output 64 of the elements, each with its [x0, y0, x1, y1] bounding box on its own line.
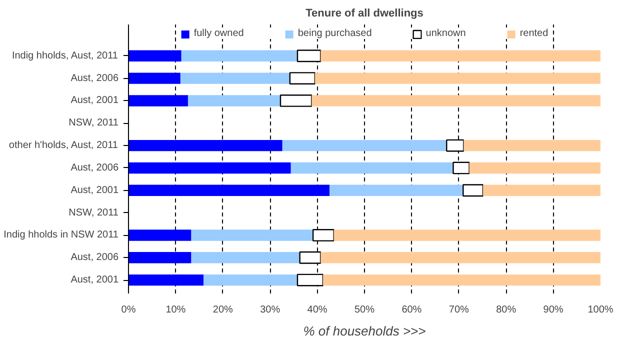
- bar: [452, 162, 470, 174]
- y-tick-label: Aust, 2001: [70, 95, 119, 106]
- y-tick-label: NSW, 2011: [68, 118, 119, 129]
- bar: [128, 72, 180, 84]
- x-tick-label: 90%: [543, 304, 564, 316]
- bar: [296, 50, 322, 62]
- bar: [322, 274, 600, 286]
- y-tick-label: other h'holds, Aust, 2011: [8, 140, 118, 152]
- y-tick-label: Aust, 2006: [70, 252, 119, 264]
- legend-label: rented: [520, 28, 548, 39]
- x-tick-label: 0%: [121, 304, 136, 316]
- bar: [320, 252, 600, 264]
- x-tick-label: 60%: [402, 304, 422, 316]
- bar: [128, 230, 192, 241]
- bar: [289, 72, 316, 85]
- x-tick-label: 30%: [260, 304, 280, 316]
- bar: [188, 95, 280, 106]
- bar: [128, 140, 282, 152]
- legend-label: unknown: [426, 28, 466, 39]
- x-axis-title: % of households >>>: [303, 324, 426, 338]
- y-tick-label: NSW, 2011: [68, 207, 119, 218]
- bar: [334, 230, 600, 241]
- bar: [181, 50, 298, 62]
- bar: [330, 184, 464, 196]
- x-tick-label: 70%: [448, 304, 470, 316]
- bar: [314, 72, 600, 84]
- x-tick-label: 80%: [496, 304, 516, 316]
- bar: [299, 251, 322, 264]
- bar: [128, 162, 291, 174]
- bar: [191, 230, 314, 241]
- y-tick-label: Aust, 2006: [70, 72, 119, 84]
- y-tick-label: Indig hholds in NSW 2011: [4, 230, 119, 241]
- x-tick-label: 10%: [166, 304, 186, 316]
- bar: [469, 162, 600, 174]
- legend-label: being purchased: [298, 28, 372, 39]
- y-tick-label: Aust, 2001: [70, 184, 119, 196]
- bar: [128, 274, 204, 286]
- x-tick-label: 20%: [212, 304, 234, 316]
- bar: [312, 95, 600, 106]
- bar: [282, 140, 447, 152]
- x-tick-label: 50%: [354, 304, 375, 316]
- bar: [290, 162, 454, 174]
- y-tick-label: Aust, 2006: [70, 162, 119, 174]
- bar: [446, 139, 464, 152]
- bar: [191, 252, 300, 264]
- bar: [128, 184, 330, 196]
- bar: [128, 95, 188, 106]
- y-tick-label: Indig hholds, Aust, 2011: [12, 50, 118, 62]
- y-tick-label: Aust, 2001: [70, 274, 119, 286]
- bar: [128, 50, 182, 62]
- legend-label: fully owned: [194, 28, 244, 39]
- x-tick-label: 100%: [588, 304, 614, 316]
- bar: [464, 140, 600, 152]
- x-tick-label: 40%: [307, 304, 328, 316]
- bar: [482, 184, 600, 196]
- bar: [296, 274, 324, 286]
- chart-title: Tenure of all dwellings: [306, 8, 424, 20]
- bar: [128, 252, 192, 264]
- bar: [320, 50, 600, 62]
- bar: [180, 72, 290, 84]
- bar: [462, 184, 484, 197]
- bar: [312, 229, 334, 242]
- bar: [280, 94, 312, 107]
- bar: [204, 274, 298, 286]
